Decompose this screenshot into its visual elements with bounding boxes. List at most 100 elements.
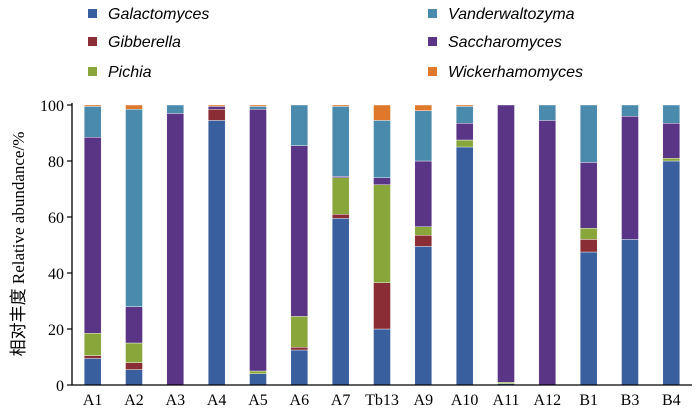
bar-segment-a3-vanderwaltozyma <box>166 104 185 114</box>
bar-segment-a5-vanderwaltozyma <box>249 106 267 110</box>
bar-segment-a5-galactomyces <box>249 373 267 386</box>
bar-segment-a4-galactomyces <box>207 120 226 386</box>
bar-segment-a4-saccharomyces <box>207 106 226 110</box>
bar-segment-b1-gibberella <box>579 239 598 253</box>
legend-label-vanderwaltozyma: Vanderwaltozyma <box>448 6 575 23</box>
legend-swatch-gibberella <box>88 37 97 46</box>
x-tick-label-a3: A3 <box>166 392 186 409</box>
bar-segment-a7-pichia <box>331 177 350 215</box>
bar-segment-tb13-vanderwaltozyma <box>373 120 391 179</box>
y-tick-label-80: 80 <box>48 154 64 171</box>
bar-segment-b4-saccharomyces <box>662 122 681 159</box>
bar-segment-a6-gibberella <box>290 347 309 351</box>
bar-segment-a9-saccharomyces <box>414 160 433 228</box>
bar-segment-a6-saccharomyces <box>290 145 309 317</box>
bar-segment-a10-wickerhamomyces <box>455 104 474 107</box>
legend-swatch-saccharomyces <box>428 37 437 46</box>
bar-segment-a1-galactomyces <box>83 358 102 386</box>
x-tick-label-a1: A1 <box>83 392 103 409</box>
legend-label-pichia: Pichia <box>108 64 152 81</box>
bar-segment-tb13-pichia <box>373 184 391 284</box>
bar-segment-tb13-wickerhamomyces <box>373 104 391 121</box>
bar-segment-a6-pichia <box>290 316 309 348</box>
x-tick-label-a11: A11 <box>493 392 520 409</box>
legend-swatch-galactomyces <box>88 9 97 18</box>
bar-segment-a6-galactomyces <box>290 349 309 386</box>
bar-segment-a1-pichia <box>83 333 102 356</box>
x-tick-label-a12: A12 <box>534 392 562 409</box>
x-tick-label-a9: A9 <box>414 392 434 409</box>
bar-segment-a10-saccharomyces <box>455 122 474 141</box>
y-tick-label-100: 100 <box>40 98 64 115</box>
bar-segment-a1-saccharomyces <box>83 136 102 334</box>
bar-segment-a9-pichia <box>414 226 433 236</box>
x-tick-label-b3: B3 <box>621 392 640 409</box>
bar-segment-a9-wickerhamomyces <box>414 104 433 111</box>
x-tick-label-a6: A6 <box>290 392 310 409</box>
legend-label-wickerhamomyces: Wickerhamomyces <box>448 64 583 81</box>
y-tick-label-0: 0 <box>56 378 64 395</box>
y-axis-label: 相对丰度 Relative abundance/% <box>9 132 28 357</box>
bar-segment-a9-gibberella <box>414 234 433 247</box>
x-tick-label-a2: A2 <box>124 392 144 409</box>
bar-segment-a12-saccharomyces <box>538 120 557 386</box>
bar-segment-a5-saccharomyces <box>249 108 267 372</box>
y-tick-label-60: 60 <box>48 210 64 227</box>
bar-segment-a6-vanderwaltozyma <box>290 104 309 146</box>
legend-label-gibberella: Gibberella <box>108 34 181 51</box>
bar-segment-b1-vanderwaltozyma <box>579 104 598 163</box>
bars-group: A1 A2 A3 A4 A5 A6 A7 Tb13 A9 A10 A11 A12 B1 B3 B4 <box>83 104 681 409</box>
y-tick-label-40: 40 <box>48 266 64 283</box>
x-tick-label-a5: A5 <box>248 392 268 409</box>
bar-segment-tb13-gibberella <box>373 282 391 330</box>
bar-segment-b1-galactomyces <box>579 251 598 386</box>
bar-segment-a2-galactomyces <box>125 369 143 386</box>
axes-group: 0 20 40 60 80 100 <box>40 98 692 395</box>
legend: Galactomyces Gibberella Pichia Vanderwaltoz… <box>88 6 583 81</box>
bar-segment-b3-vanderwaltozyma <box>621 104 639 117</box>
legend-label-galactomyces: Galactomyces <box>108 6 209 23</box>
bar-segment-a7-gibberella <box>331 213 350 219</box>
bar-segment-a12-vanderwaltozyma <box>538 104 557 121</box>
bar-segment-a4-wickerhamomyces <box>207 104 226 107</box>
bar-segment-a7-saccharomyces <box>331 176 350 178</box>
bar-segment-a10-galactomyces <box>455 146 474 386</box>
bar-segment-a1-wickerhamomyces <box>83 104 102 107</box>
bar-segment-b3-saccharomyces <box>621 115 639 240</box>
bar-segment-a2-vanderwaltozyma <box>125 108 143 307</box>
bar-segment-b4-galactomyces <box>662 160 681 386</box>
bar-segment-a2-saccharomyces <box>125 306 143 344</box>
x-tick-label-tb13: Tb13 <box>365 392 399 409</box>
bar-segment-b1-pichia <box>579 227 598 240</box>
bar-segment-a10-pichia <box>455 139 474 148</box>
x-tick-label-a10: A10 <box>451 392 479 409</box>
bar-segment-a2-gibberella <box>125 362 143 370</box>
legend-swatch-pichia <box>88 67 97 76</box>
bar-segment-a11-pichia <box>497 382 515 384</box>
bar-segment-a2-wickerhamomyces <box>125 104 143 110</box>
bar-segment-a1-gibberella <box>83 355 102 359</box>
bar-segment-b4-pichia <box>662 157 681 162</box>
bar-segment-tb13-saccharomyces <box>373 177 391 186</box>
bar-segment-a1-vanderwaltozyma <box>83 106 102 138</box>
bar-segment-a5-wickerhamomyces <box>249 104 267 107</box>
legend-swatch-vanderwaltozyma <box>428 9 437 18</box>
bar-segment-b3-galactomyces <box>621 239 639 386</box>
bar-segment-a7-vanderwaltozyma <box>331 106 350 177</box>
bar-segment-a3-saccharomyces <box>166 113 185 386</box>
x-tick-label-b1: B1 <box>579 392 598 409</box>
x-tick-label-b4: B4 <box>662 392 681 409</box>
bar-segment-a11-saccharomyces <box>497 104 515 383</box>
bar-segment-tb13-galactomyces <box>373 328 391 386</box>
bar-segment-a5-pichia <box>249 370 267 374</box>
bar-segment-a7-wickerhamomyces <box>331 104 350 107</box>
bar-segment-a9-vanderwaltozyma <box>414 110 433 162</box>
legend-swatch-wickerhamomyces <box>428 67 437 76</box>
bar-segment-a4-gibberella <box>207 108 226 121</box>
legend-label-saccharomyces: Saccharomyces <box>448 34 562 51</box>
x-tick-label-a4: A4 <box>207 392 227 409</box>
y-tick-label-20: 20 <box>48 322 64 339</box>
bar-segment-b4-vanderwaltozyma <box>662 104 681 124</box>
